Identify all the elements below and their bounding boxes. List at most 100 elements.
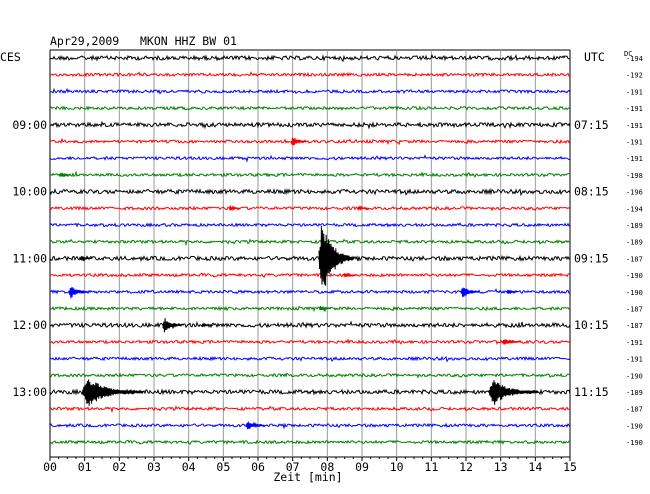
trace-row-6 [49,154,571,163]
event-wavelet-7 [68,287,89,299]
right-time-label: 07:15 [574,118,609,132]
dc-value-label: -187 [626,255,643,263]
left-time-label: 10:00 [12,185,47,199]
trace-row-13 [49,272,571,278]
trace-row-22 [49,421,571,430]
dc-value-label: -189 [626,389,643,397]
dc-value-label: -191 [626,105,643,113]
x-tick-label: 11 [424,460,438,474]
trace-row-3 [49,105,571,112]
x-tick-label: 07 [286,460,300,474]
dc-value-label: -190 [626,272,643,280]
left-timezone-label: CES [0,50,21,64]
x-tick-label: 06 [251,460,265,474]
x-tick-label: 14 [528,460,542,474]
trace-row-11 [49,238,571,247]
event-wavelet-11 [162,318,182,333]
event-wavelet-12 [201,322,214,328]
minute-grid: 00 01 02 03 04 05 06 07 08 09 10 11 12 13 14 15 [43,49,577,474]
event-wavelet-15 [488,380,539,405]
trace-row-16 [49,320,571,329]
x-tick-label: 00 [43,460,57,474]
trace-row-0 [49,53,571,63]
labels: Apr29,2009 MKON HHZ BW 01 CES UTC DC Zei… [0,34,643,484]
trace-row-14 [49,288,571,295]
dc-value-label: -189 [626,222,643,230]
x-tick-label: 12 [459,460,473,474]
event-wavelet-9 [506,289,519,295]
x-tick-label: 05 [216,460,230,474]
event-wavelet-10 [318,305,331,311]
trace-row-19 [49,372,571,379]
trace-row-9 [49,205,571,212]
trace-row-15 [49,305,571,313]
dc-value-label: -187 [626,322,643,330]
right-time-label: 10:15 [574,318,609,332]
dc-value-label: -190 [626,289,643,297]
dc-value-label: -191 [626,122,643,130]
event-wavelet-8 [460,287,480,297]
dc-value-label: -191 [626,139,643,147]
dc-value-label: -191 [626,155,643,163]
event-wavelet-14 [82,379,144,406]
dc-value-label: -187 [626,306,643,314]
dc-value-label: -194 [626,55,643,63]
trace-row-5 [49,137,571,146]
trace-row-1 [49,71,571,78]
trace-row-21 [49,405,571,414]
left-time-label: 09:00 [12,118,47,132]
x-axis-label: Zeit [min] [273,470,342,484]
trace-row-8 [49,187,571,197]
trace-rows [49,53,571,445]
dc-value-label: -192 [626,72,643,80]
right-time-label: 08:15 [574,185,609,199]
right-time-label: 11:15 [574,385,609,399]
dc-value-label: -194 [626,205,643,213]
dc-value-label: -190 [626,372,643,380]
dc-value-label: -190 [626,422,643,430]
right-time-label: 09:15 [574,251,609,265]
x-tick-label: 02 [112,460,126,474]
right-timezone-label: UTC [584,50,605,64]
event-wavelet-5 [318,225,354,286]
dc-value-label: -190 [626,439,643,447]
x-tick-label: 03 [147,460,161,474]
dc-value-label: -198 [626,172,643,180]
event-wavelet-4 [79,256,92,262]
dc-value-label: -187 [626,406,643,414]
event-wavelet-16 [245,421,265,430]
dc-value-label: -191 [626,88,643,96]
dc-header-label: DC [624,50,632,58]
x-tick-label: 15 [563,460,577,474]
trace-row-4 [49,120,571,130]
event-wavelet-6 [343,272,356,278]
x-tick-label: 04 [182,460,196,474]
left-time-label: 13:00 [12,385,47,399]
station-label: MKON HHZ BW 01 [140,34,237,48]
trace-row-17 [49,338,571,345]
event-wavelet-3 [357,205,370,212]
x-tick-label: 01 [78,460,92,474]
event-wavelet-13 [501,339,522,345]
event-wavelet-0 [290,137,307,146]
dc-value-label: -191 [626,339,643,347]
dc-value-label: -196 [626,189,643,197]
x-tick-label: 13 [494,460,508,474]
event-wavelet-1 [58,172,71,178]
trace-row-10 [49,222,571,228]
left-time-label: 11:00 [12,251,47,265]
x-tick-label: 08 [320,460,334,474]
date-label: Apr29,2009 [50,34,119,48]
dc-value-label: -189 [626,239,643,247]
event-marks [58,137,539,430]
dc-value-label: -191 [626,356,643,364]
x-tick-label: 09 [355,460,369,474]
trace-row-2 [49,87,571,95]
trace-row-18 [50,355,571,363]
event-wavelet-2 [228,205,241,212]
trace-row-7 [49,170,570,178]
trace-row-12 [49,253,571,263]
trace-row-23 [49,439,571,445]
x-tick-label: 10 [390,460,404,474]
